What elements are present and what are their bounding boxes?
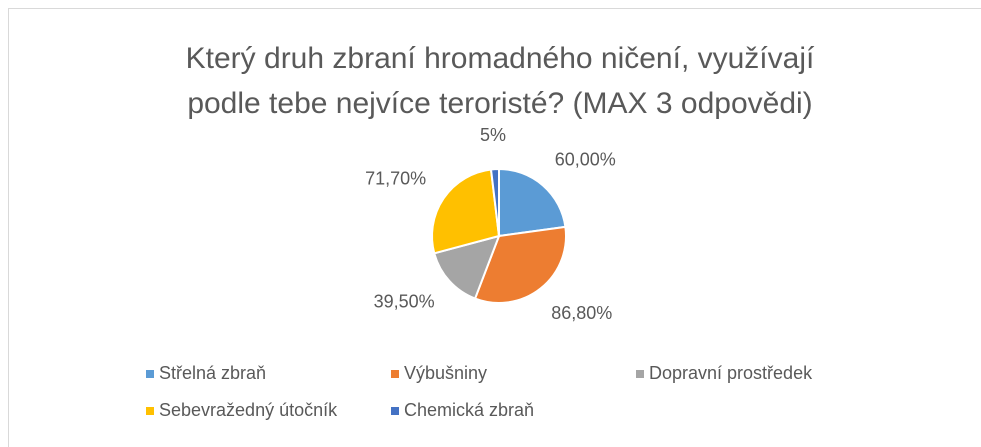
data-label: 39,50% [374, 292, 435, 312]
pie-slice [473, 225, 567, 304]
chart-title: podle tebe nejvíce teroristé? (MAX 3 odp… [187, 87, 812, 120]
pie-slice [489, 167, 500, 237]
data-label: 60,00% [555, 149, 616, 169]
chart-title: Který druh zbraní hromadného ničení, vyu… [186, 42, 815, 75]
legend-label: Dopravní prostředek [649, 363, 813, 383]
legend-label: Výbušniny [404, 363, 487, 383]
legend-marker [636, 370, 644, 378]
legend-label: Chemická zbraň [404, 400, 534, 420]
legend-marker [391, 370, 399, 378]
legend-marker [391, 407, 399, 415]
pie-slice [498, 167, 567, 238]
pie-slice [431, 168, 501, 255]
legend-label: Střelná zbraň [159, 363, 266, 383]
data-label: 86,80% [551, 303, 612, 323]
legend-marker [146, 407, 154, 415]
legend-marker [146, 370, 154, 378]
data-label: 5% [480, 125, 506, 145]
data-label: 71,70% [365, 169, 426, 189]
legend-label: Sebevražedný útočník [159, 400, 338, 420]
pie-slice [433, 234, 501, 300]
